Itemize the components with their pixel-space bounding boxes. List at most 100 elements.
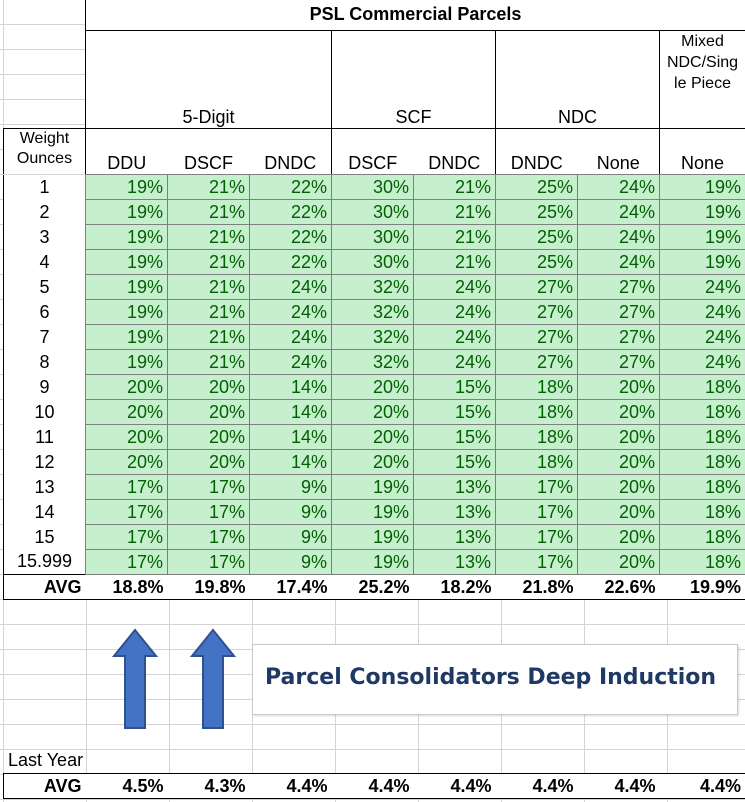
value-cell[interactable]: 20% — [577, 549, 660, 575]
value-cell[interactable]: 21% — [167, 274, 250, 300]
value-cell[interactable]: 20% — [85, 399, 168, 425]
value-cell[interactable]: 24% — [249, 324, 332, 350]
weight-cell[interactable]: 15.999 — [3, 549, 86, 575]
value-cell[interactable]: 19% — [331, 474, 414, 500]
value-cell[interactable]: 21% — [413, 174, 496, 200]
weight-cell[interactable]: 6 — [3, 299, 86, 325]
value-cell[interactable]: 24% — [249, 274, 332, 300]
value-cell[interactable]: 19% — [85, 199, 168, 225]
value-cell[interactable]: 15% — [413, 399, 496, 425]
value-cell[interactable]: 17% — [85, 549, 168, 575]
weight-cell[interactable]: 10 — [3, 399, 86, 425]
value-cell[interactable]: 27% — [577, 299, 660, 325]
value-cell[interactable]: 9% — [249, 524, 332, 550]
value-cell[interactable]: 24% — [413, 324, 496, 350]
value-cell[interactable]: 14% — [249, 449, 332, 475]
value-cell[interactable]: 24% — [249, 299, 332, 325]
value-cell[interactable]: 20% — [167, 424, 250, 450]
value-cell[interactable]: 27% — [577, 349, 660, 375]
value-cell[interactable]: 27% — [495, 299, 578, 325]
weight-cell[interactable]: 2 — [3, 199, 86, 225]
value-cell[interactable]: 21% — [167, 299, 250, 325]
value-cell[interactable]: 18% — [659, 449, 745, 475]
value-cell[interactable]: 19% — [659, 224, 745, 250]
value-cell[interactable]: 21% — [167, 224, 250, 250]
value-cell[interactable]: 18% — [659, 549, 745, 575]
value-cell[interactable]: 21% — [167, 199, 250, 225]
value-cell[interactable]: 17% — [495, 474, 578, 500]
value-cell[interactable]: 19% — [85, 274, 168, 300]
value-cell[interactable]: 17% — [495, 499, 578, 525]
value-cell[interactable]: 20% — [577, 499, 660, 525]
weight-cell[interactable]: 3 — [3, 224, 86, 250]
weight-cell[interactable]: 1 — [3, 174, 86, 200]
weight-cell[interactable]: 14 — [3, 499, 86, 525]
value-cell[interactable]: 17% — [495, 524, 578, 550]
value-cell[interactable]: 20% — [331, 424, 414, 450]
value-cell[interactable]: 20% — [331, 374, 414, 400]
value-cell[interactable]: 18% — [495, 374, 578, 400]
value-cell[interactable]: 20% — [577, 449, 660, 475]
weight-cell[interactable]: 9 — [3, 374, 86, 400]
callout-box[interactable]: Parcel Consolidators Deep Induction — [252, 644, 738, 715]
value-cell[interactable]: 19% — [659, 199, 745, 225]
value-cell[interactable]: 20% — [577, 399, 660, 425]
value-cell[interactable]: 24% — [577, 199, 660, 225]
value-cell[interactable]: 24% — [413, 274, 496, 300]
value-cell[interactable]: 22% — [249, 224, 332, 250]
value-cell[interactable]: 21% — [167, 174, 250, 200]
value-cell[interactable]: 27% — [495, 349, 578, 375]
value-cell[interactable]: 22% — [249, 249, 332, 275]
value-cell[interactable]: 22% — [249, 174, 332, 200]
value-cell[interactable]: 24% — [249, 349, 332, 375]
value-cell[interactable]: 20% — [85, 374, 168, 400]
value-cell[interactable]: 13% — [413, 474, 496, 500]
value-cell[interactable]: 18% — [495, 424, 578, 450]
value-cell[interactable]: 19% — [331, 524, 414, 550]
value-cell[interactable]: 14% — [249, 424, 332, 450]
value-cell[interactable]: 20% — [167, 449, 250, 475]
value-cell[interactable]: 18% — [659, 374, 745, 400]
value-cell[interactable]: 19% — [659, 174, 745, 200]
value-cell[interactable]: 25% — [495, 249, 578, 275]
weight-cell[interactable]: 8 — [3, 349, 86, 375]
value-cell[interactable]: 13% — [413, 524, 496, 550]
value-cell[interactable]: 32% — [331, 299, 414, 325]
value-cell[interactable]: 19% — [85, 174, 168, 200]
value-cell[interactable]: 25% — [495, 224, 578, 250]
value-cell[interactable]: 21% — [413, 224, 496, 250]
value-cell[interactable]: 20% — [167, 374, 250, 400]
weight-cell[interactable]: 13 — [3, 474, 86, 500]
value-cell[interactable]: 21% — [167, 324, 250, 350]
value-cell[interactable]: 18% — [659, 474, 745, 500]
value-cell[interactable]: 22% — [249, 199, 332, 225]
value-cell[interactable]: 17% — [495, 549, 578, 575]
value-cell[interactable]: 15% — [413, 424, 496, 450]
value-cell[interactable]: 17% — [85, 499, 168, 525]
value-cell[interactable]: 20% — [577, 424, 660, 450]
weight-cell[interactable]: 15 — [3, 524, 86, 550]
value-cell[interactable]: 14% — [249, 374, 332, 400]
value-cell[interactable]: 20% — [577, 524, 660, 550]
value-cell[interactable]: 18% — [495, 449, 578, 475]
value-cell[interactable]: 14% — [249, 399, 332, 425]
value-cell[interactable]: 19% — [85, 249, 168, 275]
value-cell[interactable]: 19% — [85, 349, 168, 375]
value-cell[interactable]: 20% — [85, 424, 168, 450]
value-cell[interactable]: 21% — [413, 199, 496, 225]
value-cell[interactable]: 18% — [659, 524, 745, 550]
weight-cell[interactable]: 12 — [3, 449, 86, 475]
value-cell[interactable]: 32% — [331, 349, 414, 375]
value-cell[interactable]: 24% — [659, 349, 745, 375]
value-cell[interactable]: 19% — [85, 224, 168, 250]
value-cell[interactable]: 27% — [577, 274, 660, 300]
value-cell[interactable]: 17% — [85, 524, 168, 550]
value-cell[interactable]: 18% — [659, 399, 745, 425]
value-cell[interactable]: 19% — [85, 324, 168, 350]
value-cell[interactable]: 15% — [413, 449, 496, 475]
value-cell[interactable]: 25% — [495, 174, 578, 200]
value-cell[interactable]: 17% — [85, 474, 168, 500]
value-cell[interactable]: 24% — [659, 299, 745, 325]
weight-cell[interactable]: 5 — [3, 274, 86, 300]
value-cell[interactable]: 21% — [167, 249, 250, 275]
